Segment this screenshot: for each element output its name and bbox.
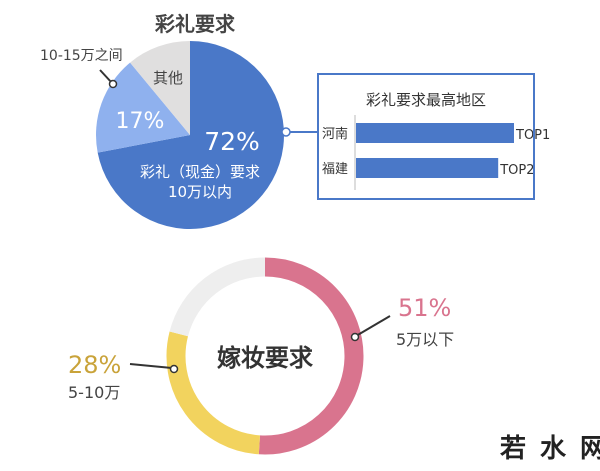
bar-category-label: 河南 [322, 126, 348, 142]
watermark-logo: 若水网 [500, 434, 600, 464]
donut-value-label: 51% [398, 294, 451, 322]
bar-data-label: TOP1 [515, 128, 550, 143]
pie-slice-label: 10万以内 [168, 183, 232, 201]
pie-title: 彩礼要求 [155, 12, 235, 36]
top-region-box: 彩礼要求最高地区 [317, 73, 535, 200]
leader-line [129, 363, 173, 369]
donut-segment [166, 331, 261, 455]
donut-value-label: 28% [68, 351, 121, 379]
pie-slice [95, 62, 190, 153]
pie-slice-label: 其他 [153, 69, 183, 87]
donut-slice-label: 5万以下 [396, 330, 454, 349]
pie-slice [97, 41, 285, 229]
pie-slice-label: 彩礼（现金）要求 [140, 163, 260, 181]
donut-segment [258, 257, 364, 455]
leader-dot [108, 79, 118, 89]
bar-data-label: TOP2 [499, 163, 534, 178]
pie-value-label: 72% [204, 127, 260, 156]
leader-line [355, 315, 391, 337]
leader-dot [350, 332, 360, 342]
bar-chart-title: 彩礼要求最高地区 [365, 91, 486, 109]
donut-segment [169, 257, 266, 337]
donut-title: 嫁妆要求 [217, 344, 313, 372]
leader-dot [169, 364, 179, 374]
bar [356, 123, 514, 143]
bar-category-label: 福建 [322, 162, 348, 177]
donut-slice-label: 5-10万 [68, 383, 120, 402]
pie-slice [130, 41, 190, 135]
pie-value-label: 17% [116, 109, 165, 134]
leader-dot [281, 127, 291, 137]
bar [356, 158, 499, 178]
leader-line [99, 69, 113, 84]
pie-slice-label: 10-15万之间 [40, 48, 123, 64]
